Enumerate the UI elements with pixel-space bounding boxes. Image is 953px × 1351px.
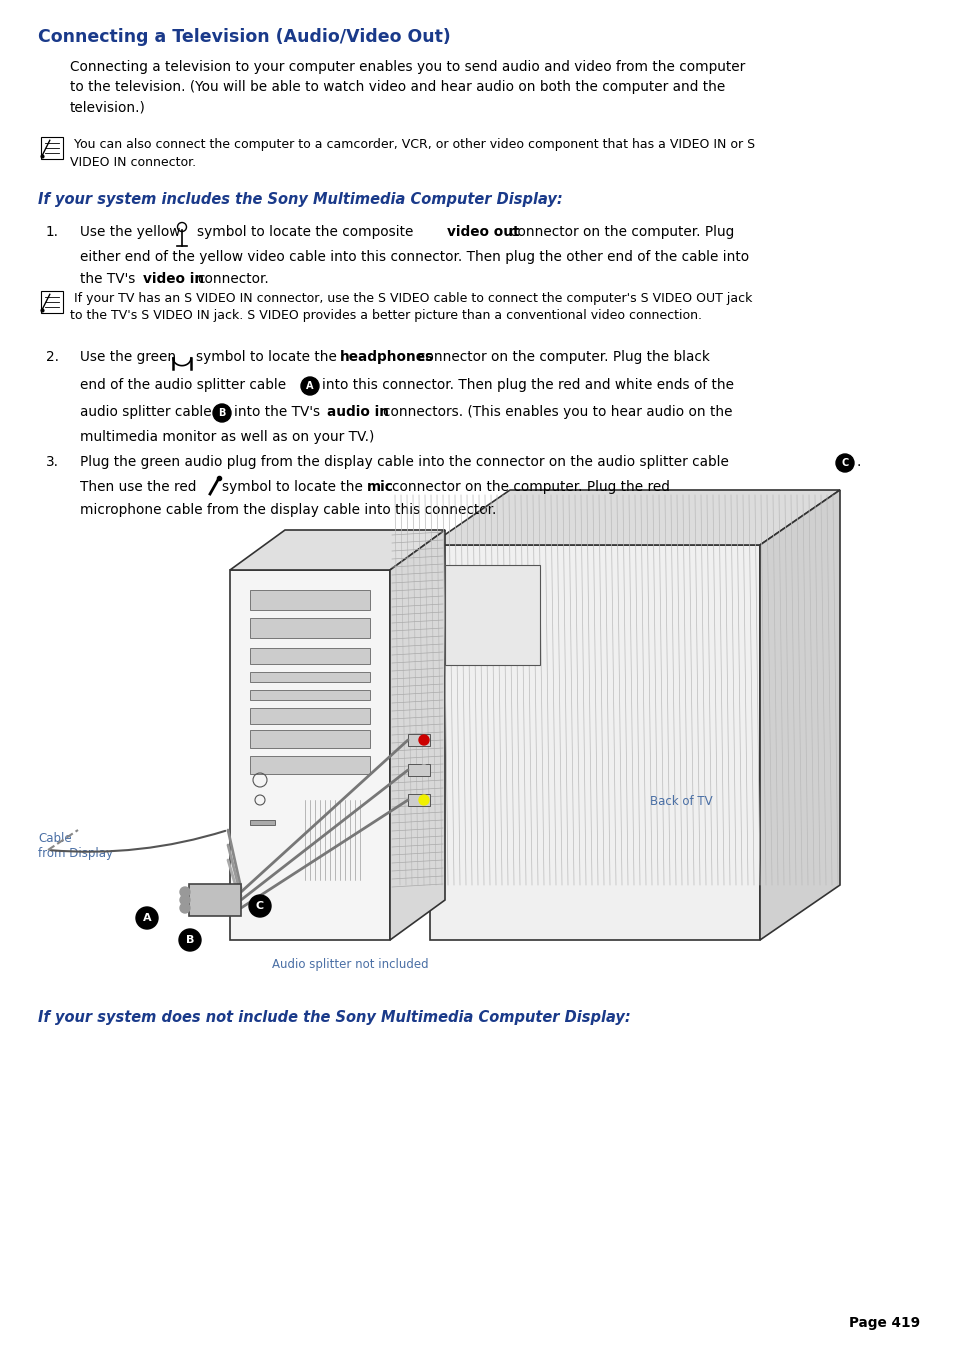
Circle shape bbox=[213, 404, 231, 422]
Polygon shape bbox=[230, 530, 444, 570]
Circle shape bbox=[136, 907, 158, 929]
Text: C: C bbox=[255, 901, 264, 911]
Text: If your system includes the Sony Multimedia Computer Display:: If your system includes the Sony Multime… bbox=[38, 192, 562, 207]
Text: symbol to locate the: symbol to locate the bbox=[222, 480, 362, 494]
Text: connector on the computer. Plug the red: connector on the computer. Plug the red bbox=[392, 480, 669, 494]
FancyBboxPatch shape bbox=[250, 617, 370, 638]
Circle shape bbox=[418, 794, 429, 805]
Text: Audio splitter not included: Audio splitter not included bbox=[272, 958, 428, 971]
Circle shape bbox=[418, 765, 429, 775]
Text: into this connector. Then plug the red and white ends of the: into this connector. Then plug the red a… bbox=[322, 378, 733, 392]
FancyBboxPatch shape bbox=[41, 136, 63, 159]
Text: Page 419: Page 419 bbox=[848, 1316, 919, 1329]
Text: 2.: 2. bbox=[46, 350, 59, 363]
Text: .: . bbox=[856, 455, 861, 469]
FancyBboxPatch shape bbox=[250, 690, 370, 700]
Text: 1.: 1. bbox=[46, 226, 59, 239]
FancyBboxPatch shape bbox=[408, 734, 430, 746]
Text: A: A bbox=[306, 381, 314, 390]
Text: Use the yellow: Use the yellow bbox=[80, 226, 180, 239]
Text: multimedia monitor as well as on your TV.): multimedia monitor as well as on your TV… bbox=[80, 430, 374, 444]
Text: mic: mic bbox=[367, 480, 394, 494]
Text: symbol to locate the: symbol to locate the bbox=[195, 350, 336, 363]
Text: microphone cable from the display cable into this connector.: microphone cable from the display cable … bbox=[80, 503, 496, 517]
FancyBboxPatch shape bbox=[250, 730, 370, 748]
FancyBboxPatch shape bbox=[250, 590, 370, 611]
FancyBboxPatch shape bbox=[250, 820, 274, 825]
Text: Cable
from Display: Cable from Display bbox=[38, 832, 112, 861]
Polygon shape bbox=[760, 490, 840, 940]
Polygon shape bbox=[430, 490, 840, 544]
FancyBboxPatch shape bbox=[189, 884, 241, 916]
Text: 3.: 3. bbox=[46, 455, 59, 469]
Circle shape bbox=[180, 902, 190, 913]
Text: C: C bbox=[841, 458, 848, 467]
Text: the TV's: the TV's bbox=[80, 272, 135, 286]
Text: audio splitter cable: audio splitter cable bbox=[80, 405, 212, 419]
Text: Plug the green audio plug from the display cable into the connector on the audio: Plug the green audio plug from the displ… bbox=[80, 455, 728, 469]
Text: symbol to locate the composite: symbol to locate the composite bbox=[196, 226, 413, 239]
Text: end of the audio splitter cable: end of the audio splitter cable bbox=[80, 378, 286, 392]
Text: audio in: audio in bbox=[327, 405, 389, 419]
Text: into the TV's: into the TV's bbox=[233, 405, 320, 419]
Text: Connecting a television to your computer enables you to send audio and video fro: Connecting a television to your computer… bbox=[70, 59, 744, 113]
Circle shape bbox=[180, 888, 190, 897]
FancyBboxPatch shape bbox=[430, 544, 760, 940]
Circle shape bbox=[249, 894, 271, 917]
Text: video out: video out bbox=[447, 226, 519, 239]
Text: connectors. (This enables you to hear audio on the: connectors. (This enables you to hear au… bbox=[382, 405, 732, 419]
Text: connector.: connector. bbox=[196, 272, 269, 286]
Circle shape bbox=[179, 929, 201, 951]
FancyBboxPatch shape bbox=[408, 794, 430, 807]
FancyBboxPatch shape bbox=[444, 565, 539, 665]
Text: You can also connect the computer to a camcorder, VCR, or other video component : You can also connect the computer to a c… bbox=[70, 138, 755, 169]
FancyBboxPatch shape bbox=[250, 757, 370, 774]
Text: If your system does not include the Sony Multimedia Computer Display:: If your system does not include the Sony… bbox=[38, 1011, 630, 1025]
Text: If your TV has an S VIDEO IN connector, use the S VIDEO cable to connect the com: If your TV has an S VIDEO IN connector, … bbox=[70, 292, 752, 323]
Text: Use the green: Use the green bbox=[80, 350, 176, 363]
Circle shape bbox=[180, 894, 190, 905]
Text: connector on the computer. Plug: connector on the computer. Plug bbox=[510, 226, 734, 239]
Text: Back of TV: Back of TV bbox=[649, 794, 712, 808]
Text: connector on the computer. Plug the black: connector on the computer. Plug the blac… bbox=[417, 350, 709, 363]
FancyBboxPatch shape bbox=[230, 570, 390, 940]
Text: either end of the yellow video cable into this connector. Then plug the other en: either end of the yellow video cable int… bbox=[80, 250, 748, 263]
Circle shape bbox=[835, 454, 853, 471]
Circle shape bbox=[418, 735, 429, 744]
Text: A: A bbox=[143, 913, 152, 923]
Text: video in: video in bbox=[143, 272, 204, 286]
FancyBboxPatch shape bbox=[250, 671, 370, 682]
Polygon shape bbox=[390, 530, 444, 940]
Text: Connecting a Television (Audio/Video Out): Connecting a Television (Audio/Video Out… bbox=[38, 28, 450, 46]
Text: B: B bbox=[218, 408, 226, 417]
FancyBboxPatch shape bbox=[41, 290, 63, 313]
Text: Then use the red: Then use the red bbox=[80, 480, 196, 494]
FancyBboxPatch shape bbox=[250, 648, 370, 663]
Text: headphones: headphones bbox=[339, 350, 434, 363]
Circle shape bbox=[301, 377, 318, 394]
Text: B: B bbox=[186, 935, 194, 944]
FancyBboxPatch shape bbox=[250, 708, 370, 724]
FancyBboxPatch shape bbox=[408, 765, 430, 775]
